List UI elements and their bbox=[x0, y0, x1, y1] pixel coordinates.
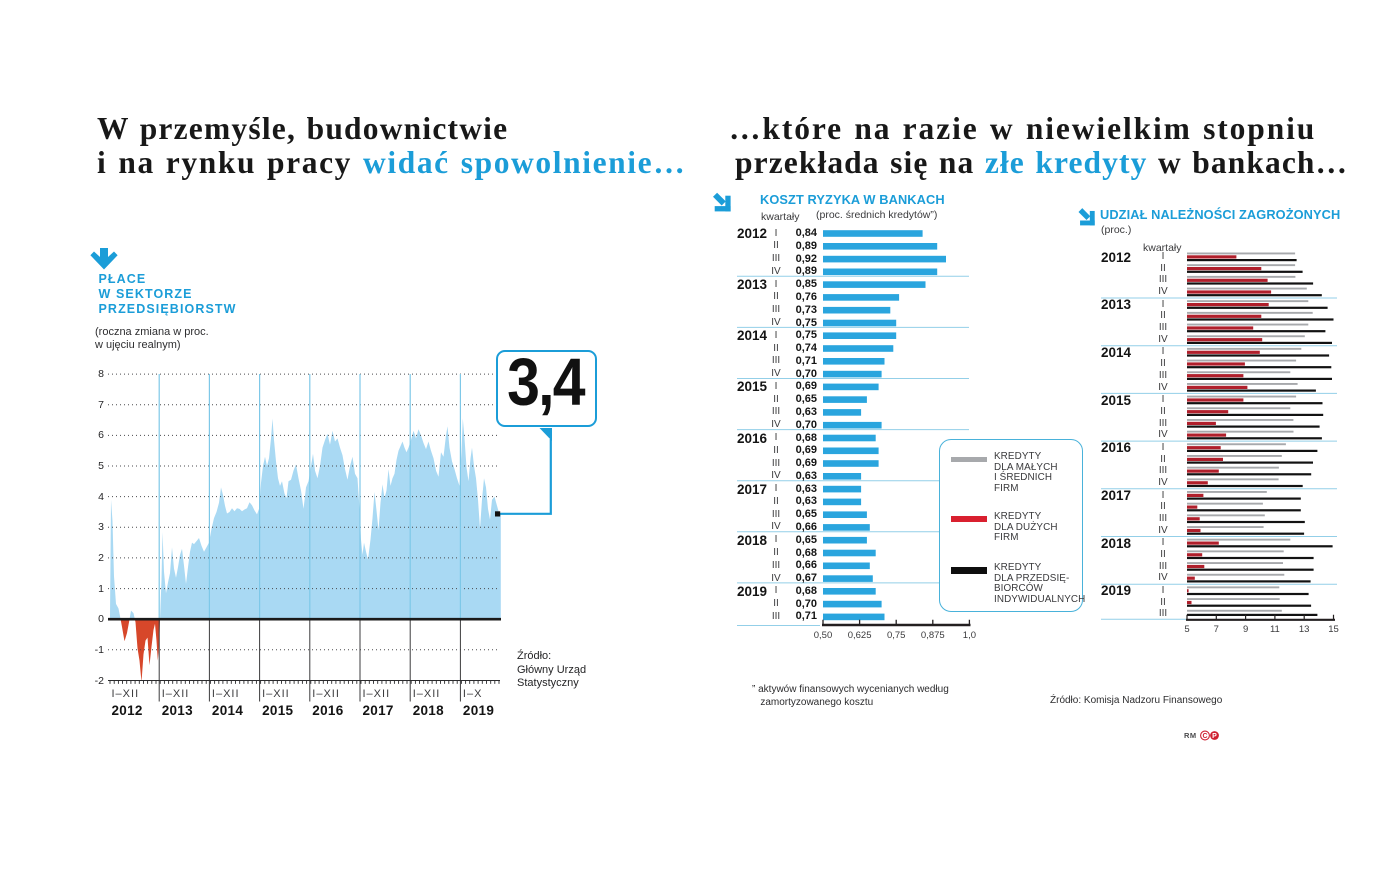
svg-text:P: P bbox=[1212, 733, 1217, 740]
svg-text:C: C bbox=[1202, 733, 1207, 740]
